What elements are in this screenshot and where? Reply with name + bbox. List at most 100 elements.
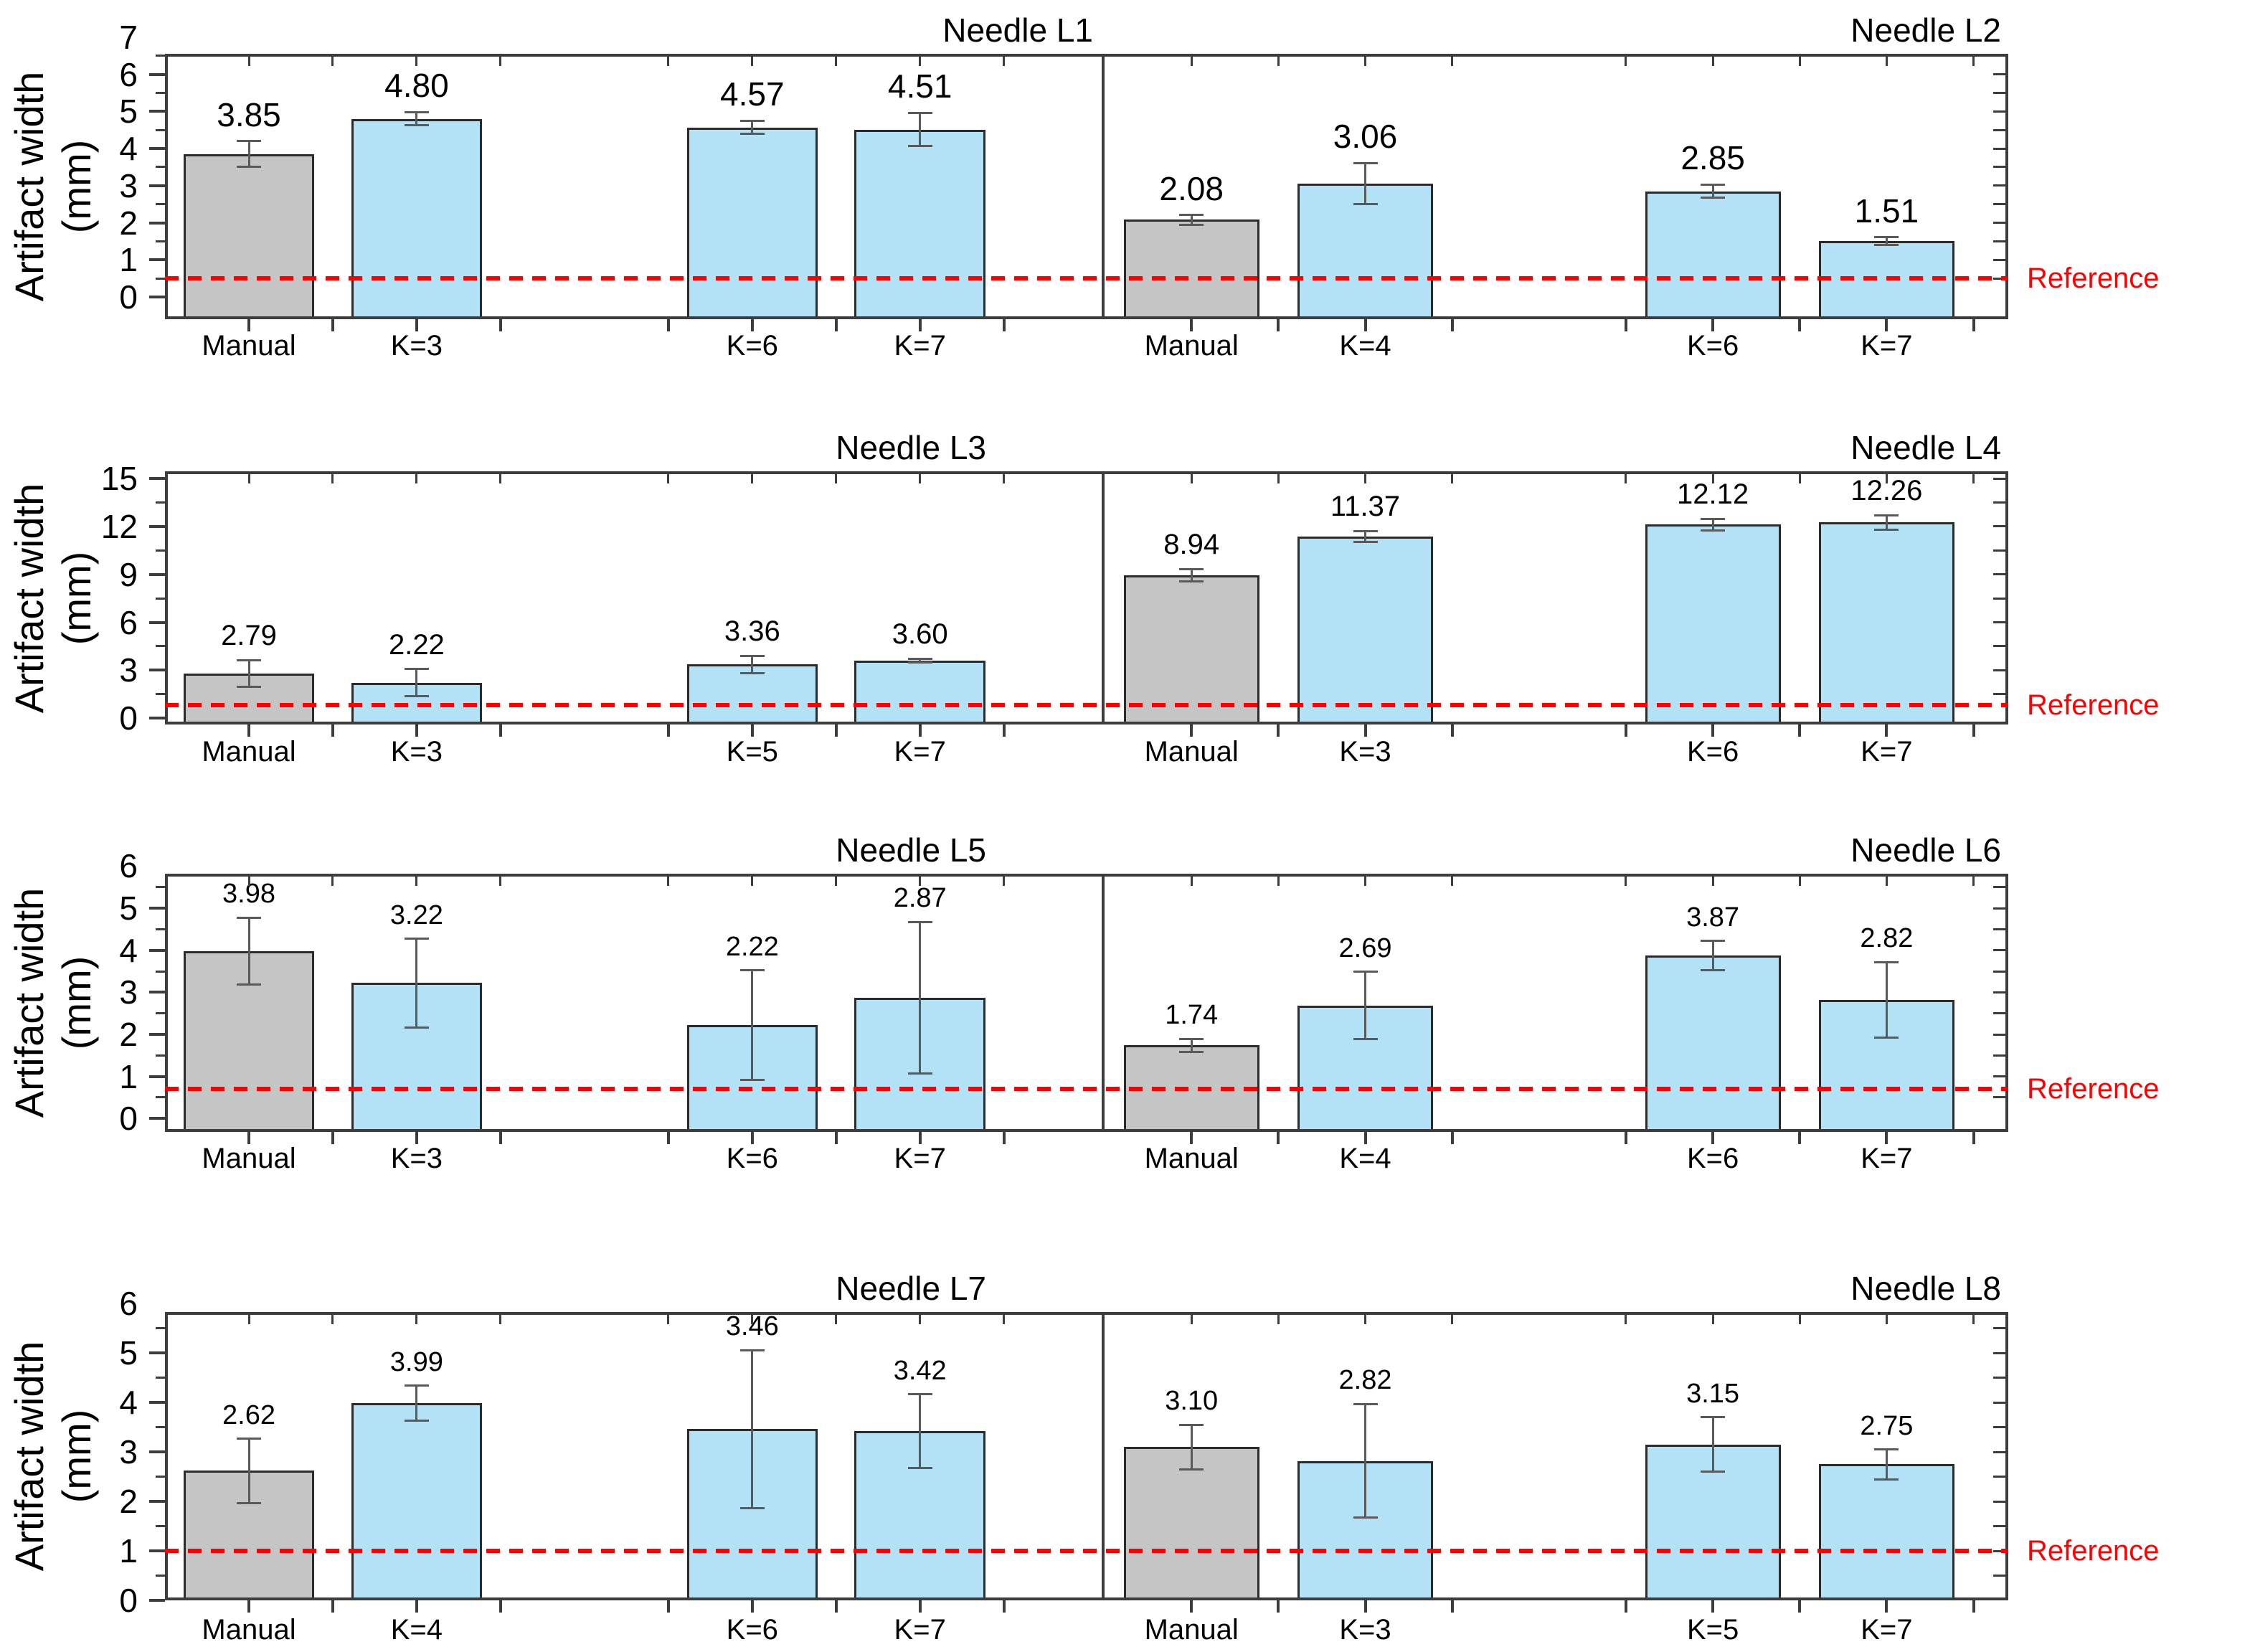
x-tick: [1277, 724, 1280, 737]
x-tick: [667, 1315, 670, 1324]
x-tick: [1363, 1132, 1367, 1144]
error-bar: [919, 1394, 922, 1468]
x-tick: [498, 319, 502, 331]
y-minor-tick: [156, 1012, 165, 1015]
panel-frame: [1105, 874, 2008, 1132]
x-tick: [750, 1600, 754, 1613]
x-tick: [1711, 1132, 1715, 1144]
error-cap: [1701, 940, 1726, 943]
y-minor-tick: [156, 1575, 165, 1577]
value-label: 4.57: [720, 75, 785, 113]
x-tick: [1277, 57, 1280, 66]
error-cap: [739, 133, 765, 136]
category-label: K=7: [1861, 330, 1913, 362]
panel-title: Needle L2: [1850, 11, 2001, 49]
x-tick: [1364, 474, 1366, 483]
y-right-tick: [1993, 1401, 2005, 1404]
x-tick: [1190, 57, 1193, 66]
y-right-tick: [1993, 1476, 2005, 1478]
y-right-tick: [1993, 669, 2005, 671]
category-label: K=7: [1861, 736, 1913, 768]
x-tick: [415, 877, 418, 886]
y-tick-label: 2: [119, 204, 138, 242]
error-cap: [1353, 1402, 1378, 1405]
y-tick-label: 3: [119, 1433, 138, 1471]
error-cap: [1701, 529, 1726, 532]
x-tick: [918, 319, 922, 331]
y-tick-label: 0: [119, 699, 138, 737]
y-minor-tick: [156, 277, 165, 280]
error-bar: [1711, 940, 1714, 971]
x-tick: [1972, 724, 1975, 737]
error-bar: [919, 113, 922, 146]
x-tick: [1625, 474, 1627, 483]
x-tick: [1364, 57, 1366, 66]
y-minor-tick: [156, 597, 165, 600]
error-cap: [237, 686, 261, 689]
category-label: K=3: [390, 736, 443, 768]
value-label: 2.69: [1338, 933, 1392, 963]
error-cap: [1353, 1037, 1378, 1040]
x-tick: [666, 724, 670, 737]
category-label: K=3: [390, 1143, 443, 1174]
error-cap: [237, 916, 261, 919]
y-minor-tick: [156, 91, 165, 94]
category-label: K=6: [726, 1143, 778, 1174]
x-tick: [247, 319, 250, 331]
error-bar: [1364, 531, 1366, 542]
error-cap: [907, 1072, 932, 1075]
y-tick-label: 1: [119, 241, 138, 279]
x-tick: [834, 724, 838, 737]
y-right-tick: [1993, 1525, 2005, 1528]
y-major-tick: [149, 620, 165, 624]
x-tick: [919, 1315, 922, 1324]
y-tick-label: 12: [100, 507, 138, 545]
y-tick-label: 2: [119, 1483, 138, 1521]
x-tick: [1711, 57, 1714, 66]
bar-k: [1297, 183, 1433, 319]
y-tick-label: 6: [119, 55, 138, 93]
y-tick-label: 6: [119, 847, 138, 885]
x-tick: [1798, 1315, 1801, 1324]
y-minor-tick: [156, 501, 165, 504]
x-tick: [247, 1315, 250, 1324]
error-cap: [907, 920, 932, 923]
x-tick: [331, 1315, 334, 1324]
x-tick: [1002, 1132, 1006, 1144]
x-tick: [415, 57, 418, 66]
y-right-tick: [1993, 128, 2005, 131]
y-tick-label: 1: [119, 1532, 138, 1570]
x-tick: [1972, 57, 1975, 66]
error-cap: [739, 1078, 765, 1081]
error-bar: [247, 1438, 250, 1504]
x-tick: [1798, 1132, 1802, 1144]
bar-k: [1645, 524, 1781, 724]
y-right-tick: [1993, 597, 2005, 600]
category-label: K=3: [390, 330, 443, 362]
category-label: K=4: [390, 1614, 443, 1646]
x-tick: [1798, 319, 1802, 331]
y-minor-tick: [156, 166, 165, 169]
x-tick: [666, 319, 670, 331]
y-right-tick: [1993, 110, 2005, 113]
value-label: 2.62: [222, 1400, 275, 1430]
x-tick: [835, 1315, 838, 1324]
error-cap: [907, 111, 932, 114]
error-cap: [1701, 197, 1726, 199]
error-cap: [1701, 969, 1726, 972]
error-bar: [1885, 962, 1888, 1038]
x-tick: [1363, 319, 1367, 331]
error-bar: [1885, 515, 1888, 529]
x-tick: [1625, 877, 1627, 886]
y-right-tick: [1993, 621, 2005, 623]
value-label: 2.87: [893, 883, 947, 914]
y-major-tick: [149, 1401, 165, 1405]
y-minor-tick: [156, 1327, 165, 1330]
y-tick-label: 4: [119, 130, 138, 167]
y-major-tick: [149, 572, 165, 576]
value-label: 3.36: [724, 615, 780, 647]
y-right-tick: [1993, 525, 2005, 528]
value-label: 8.94: [1163, 529, 1220, 561]
error-bar: [1364, 1404, 1366, 1518]
x-tick: [415, 1132, 418, 1144]
